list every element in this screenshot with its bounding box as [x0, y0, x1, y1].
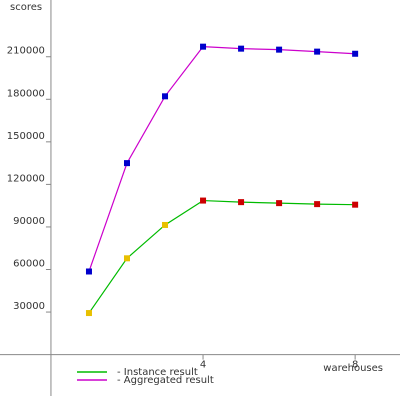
y-tick-label: 90000	[13, 216, 45, 227]
data-point	[314, 201, 321, 208]
legend-label: - Instance result	[117, 367, 198, 378]
y-tick-label: 60000	[13, 259, 45, 270]
data-point	[162, 93, 169, 100]
data-point	[123, 160, 130, 167]
x-tick-label: 4	[200, 360, 206, 371]
x-axis-label: warehouses	[323, 363, 383, 374]
y-tick-label: 210000	[7, 46, 45, 57]
data-point	[200, 43, 207, 50]
y-tick-label: 120000	[7, 173, 45, 184]
data-point	[352, 50, 359, 57]
data-point	[85, 310, 92, 317]
data-point	[276, 200, 283, 207]
data-point	[200, 197, 207, 204]
data-point	[314, 48, 321, 55]
series-line	[88, 199, 356, 314]
y-tick-label: 150000	[7, 131, 45, 142]
data-point	[162, 221, 169, 228]
data-point	[238, 45, 245, 52]
legend-label: - Aggregated result	[117, 375, 214, 386]
x-tick-label: 8	[352, 360, 358, 371]
data-point	[352, 201, 359, 208]
y-axis-label: scores	[10, 2, 42, 13]
series-line	[88, 46, 356, 272]
data-point	[85, 268, 92, 275]
y-tick-label: 30000	[13, 301, 45, 312]
data-point	[238, 199, 245, 206]
data-point	[276, 46, 283, 53]
data-point	[123, 255, 130, 262]
y-tick-label: 180000	[7, 88, 45, 99]
